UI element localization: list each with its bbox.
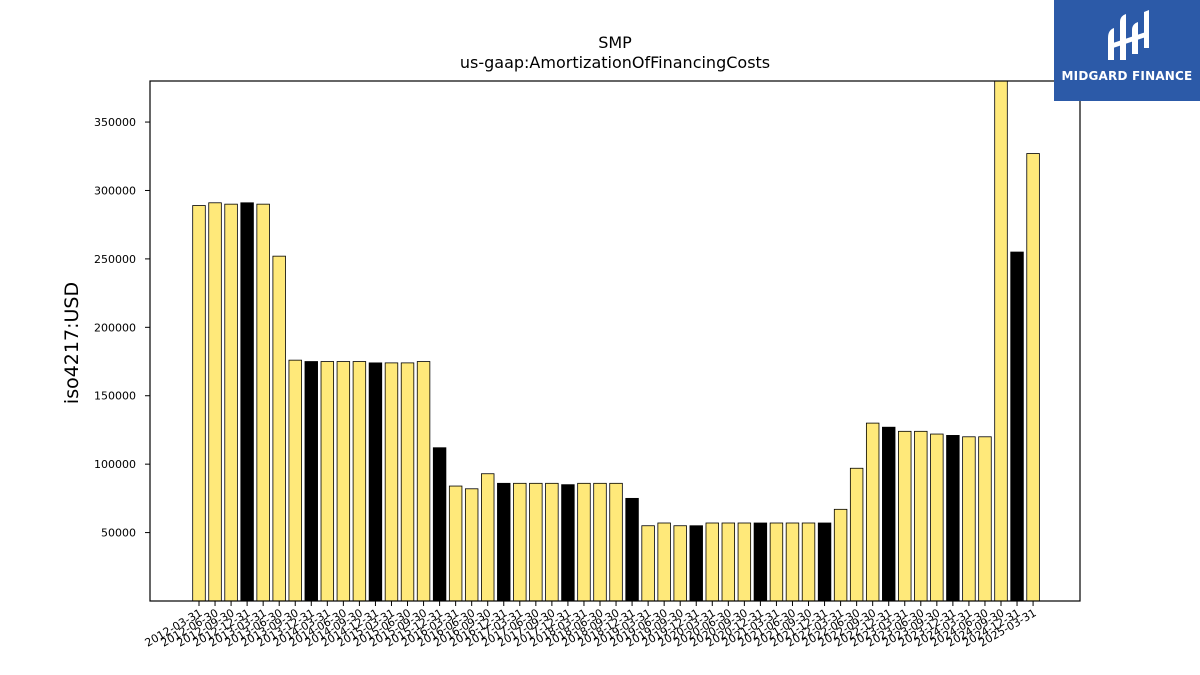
bar-2012-06-30 [208, 202, 222, 602]
bar-2015-09-30 [416, 361, 431, 602]
bar-2019-09-30 [673, 525, 687, 602]
midgard-finance-logo: MIDGARD FINANCE [1054, 0, 1200, 101]
y-axis-label: iso4217:USD [61, 282, 83, 404]
bar-2022-03-31 [833, 508, 848, 602]
bar-2013-12-31 [304, 361, 318, 602]
bar-2013-09-30 [288, 359, 302, 602]
bar-2024-09-30 [994, 80, 1008, 602]
bar-2018-09-30 [609, 482, 623, 602]
midgard-logo-icon [1108, 10, 1149, 60]
bar-2021-06-30 [785, 522, 800, 602]
plot-frame [149, 80, 1081, 602]
bar-2017-09-30 [545, 482, 559, 602]
x-axis-ticks: 2012-03-312012-06-302012-09-302012-12-31… [143, 601, 1039, 650]
bar-2016-06-30 [464, 488, 479, 602]
bar-2019-12-31 [689, 525, 703, 602]
y-tick-label: 300000 [94, 184, 136, 197]
bar-2025-03-31 [1026, 153, 1040, 602]
bar-2018-12-31 [625, 497, 639, 602]
chart-title: SMP [598, 33, 632, 52]
bar-2015-06-30 [400, 362, 415, 602]
bar-2014-12-31 [368, 362, 383, 602]
bar-2016-09-30 [481, 473, 495, 602]
y-tick-label: 50000 [101, 527, 136, 540]
chart-subtitle: us-gaap:AmortizationOfFinancingCosts [460, 53, 770, 72]
y-tick-label: 250000 [94, 253, 136, 266]
bar-2017-06-30 [529, 482, 543, 602]
y-axis-ticks: 50000 100000 150000 200000 250000 300000 35000… [94, 116, 150, 540]
bar-2023-06-30 [914, 430, 928, 602]
bar-2018-03-31 [577, 482, 591, 602]
bar-2021-12-31 [817, 522, 832, 602]
bar-2024-06-30 [978, 436, 992, 602]
y-tick-label: 100000 [94, 458, 136, 471]
y-tick-label: 350000 [94, 116, 136, 129]
bar-2012-03-31 [192, 205, 206, 602]
bar-2020-09-30 [737, 522, 752, 602]
bar-2015-03-31 [384, 362, 399, 602]
bar-2016-03-31 [448, 485, 463, 602]
bar-2020-06-30 [721, 522, 736, 602]
bar-2019-06-30 [657, 522, 671, 602]
bars-group [192, 80, 1040, 602]
bar-2023-12-31 [946, 435, 960, 602]
bar-2013-06-30 [272, 255, 286, 602]
bar-2014-03-31 [320, 361, 335, 602]
bar-2021-03-31 [769, 522, 784, 602]
bar-2015-12-31 [432, 447, 447, 602]
bar-2014-06-30 [336, 361, 351, 602]
bar-2014-09-30 [352, 361, 367, 602]
bar-2012-12-31 [240, 202, 254, 602]
logo-text: MIDGARD FINANCE [1061, 69, 1193, 83]
y-tick-label: 150000 [94, 390, 136, 403]
bar-2018-06-30 [593, 482, 607, 602]
bar-2022-06-30 [849, 467, 864, 602]
bar-2021-09-30 [801, 522, 816, 602]
bar-2024-03-31 [962, 436, 976, 602]
bar-2019-03-31 [641, 525, 655, 602]
bar-2020-12-31 [753, 522, 768, 602]
bar-2012-09-30 [224, 203, 238, 602]
bar-2017-03-31 [513, 482, 527, 602]
bar-2023-03-31 [898, 430, 912, 602]
y-tick-label: 200000 [94, 321, 136, 334]
bar-2017-12-31 [561, 484, 575, 602]
bar-2020-03-31 [705, 522, 719, 602]
bar-2022-12-31 [882, 426, 896, 602]
bar-2022-09-30 [865, 422, 880, 602]
bar-2023-09-30 [930, 433, 944, 602]
bar-2024-12-31 [1010, 251, 1024, 602]
bar-2016-12-31 [497, 482, 511, 602]
bar-2013-03-31 [256, 203, 270, 602]
